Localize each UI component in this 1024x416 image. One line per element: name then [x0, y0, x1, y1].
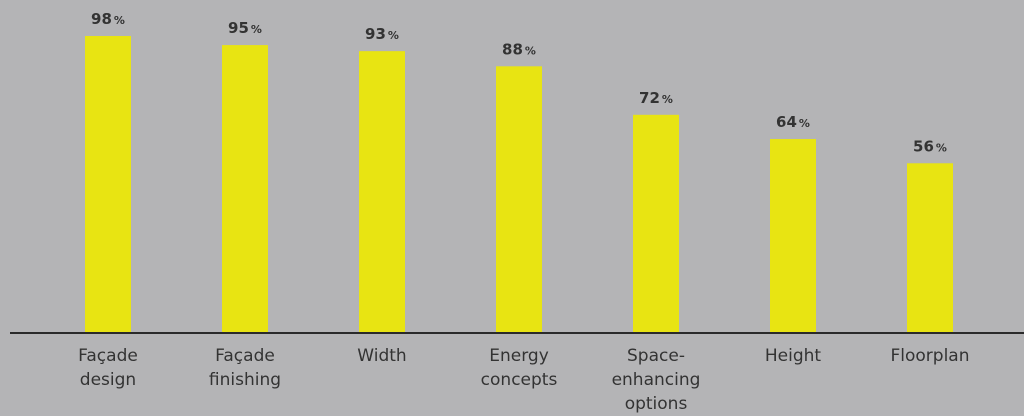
value-label-1: 95% [228, 19, 262, 37]
bar-5 [770, 139, 816, 333]
category-label-1: Façade finishing [209, 346, 281, 390]
value-label-0: 98% [91, 10, 125, 28]
category-label-5: Height [765, 346, 822, 366]
value-label-2: 93% [365, 25, 399, 43]
category-label-0: Façade design [78, 346, 138, 390]
value-label-3: 88% [502, 40, 536, 58]
bars-group: 98% 95% 93 % 88 % 72 % 64 % 56% [85, 10, 953, 334]
value-label-5: 64% [776, 113, 810, 131]
bar-4 [633, 114, 679, 333]
value-label-6: 56% [913, 137, 947, 155]
bar-3 [496, 66, 542, 333]
category-label-4: Space-enhancing options [612, 346, 701, 414]
category-labels-group: Façade design Façade finishing Width Energy co… [78, 346, 969, 414]
category-label-3: Energy concepts [481, 346, 558, 390]
bar-6 [907, 163, 953, 333]
value-label-4: 72% [639, 89, 673, 107]
bar-0 [85, 36, 131, 333]
bar-1 [222, 45, 268, 334]
category-label-2: Width [357, 346, 406, 366]
bar-2 [359, 51, 405, 333]
category-label-6: Floorplan [891, 346, 970, 366]
